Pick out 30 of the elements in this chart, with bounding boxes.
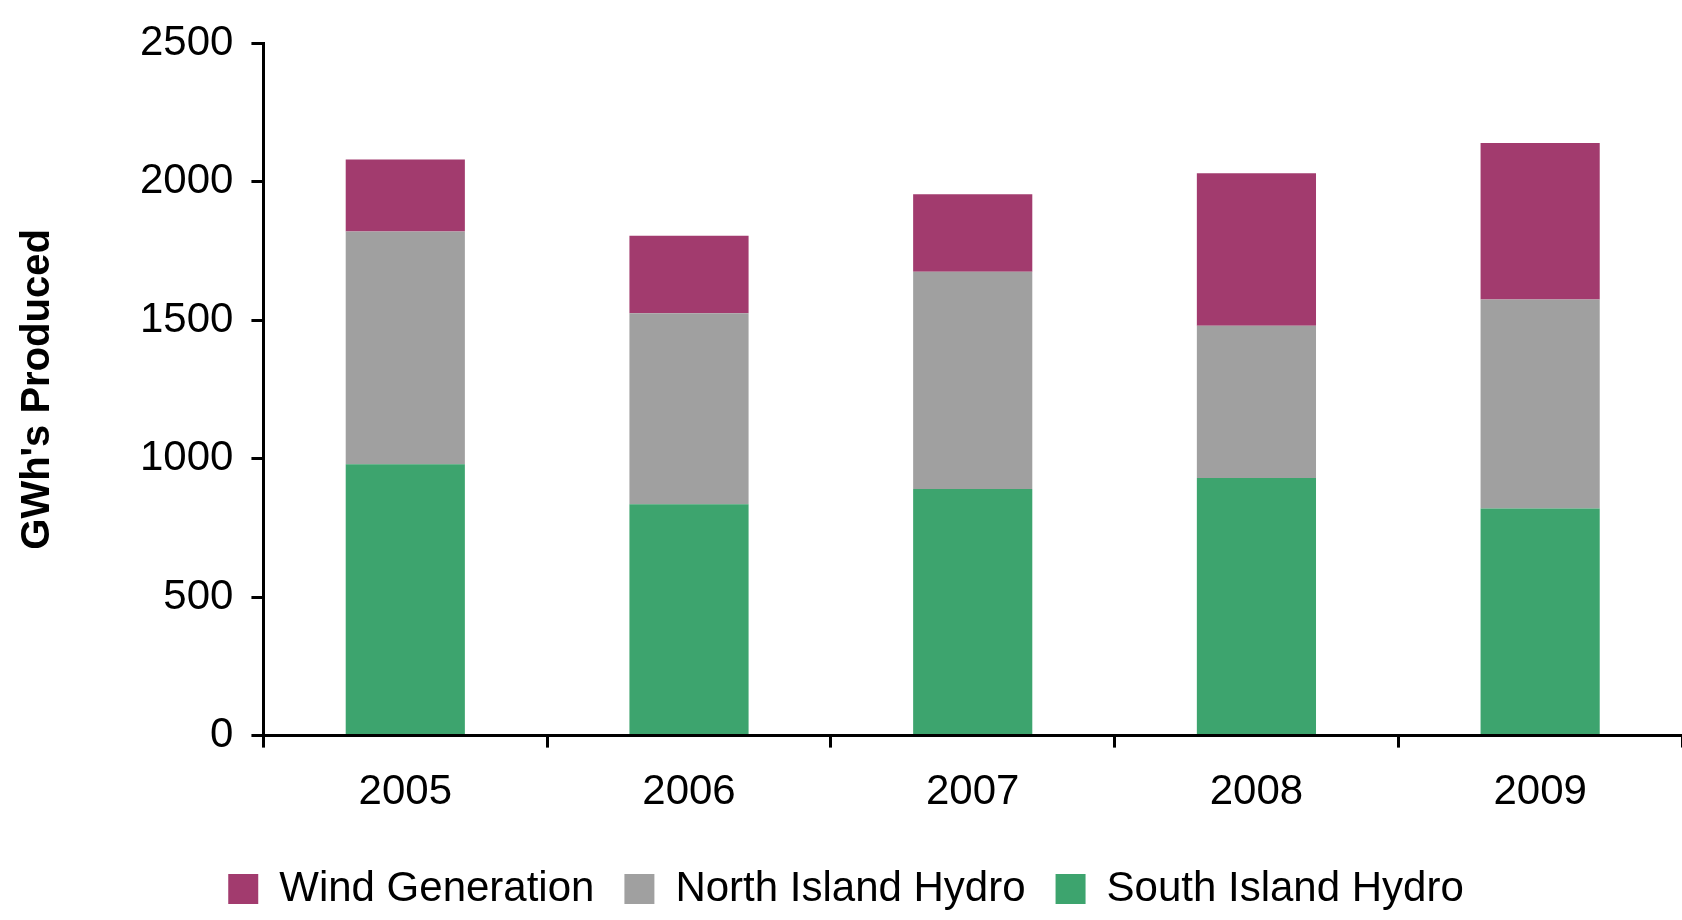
x-tick-label: 2008 <box>1209 766 1304 814</box>
y-axis-title: GWh's Produced <box>13 229 58 550</box>
y-tick-label: 2500 <box>140 16 234 64</box>
bar <box>913 489 1033 735</box>
x-tick-label: 2007 <box>926 766 1020 814</box>
legend-label: Wind Generation <box>279 862 595 910</box>
y-tick-label: 1500 <box>140 293 234 341</box>
bar <box>913 271 1033 490</box>
y-tick-label: 0 <box>210 709 234 757</box>
bar <box>345 159 465 232</box>
bar <box>1196 325 1317 479</box>
y-tick-label: 2000 <box>140 155 234 203</box>
bar <box>1480 508 1600 735</box>
bar <box>345 231 465 465</box>
x-tick-label: 2005 <box>358 766 453 814</box>
legend-label: North Island Hydro <box>675 862 1026 910</box>
bar <box>913 194 1033 272</box>
bar <box>345 464 465 735</box>
bar <box>629 235 749 314</box>
x-tick-label: 2009 <box>1493 766 1587 814</box>
bar <box>1196 478 1317 735</box>
y-tick-label: 1000 <box>140 432 234 480</box>
bar <box>629 313 749 505</box>
bar <box>629 504 749 735</box>
y-tick-label: 500 <box>163 570 234 618</box>
bar <box>1480 142 1600 300</box>
bar <box>1480 299 1600 509</box>
bar <box>1196 173 1317 326</box>
x-tick-label: 2006 <box>642 766 736 814</box>
legend-label: South Island Hydro <box>1106 862 1464 910</box>
